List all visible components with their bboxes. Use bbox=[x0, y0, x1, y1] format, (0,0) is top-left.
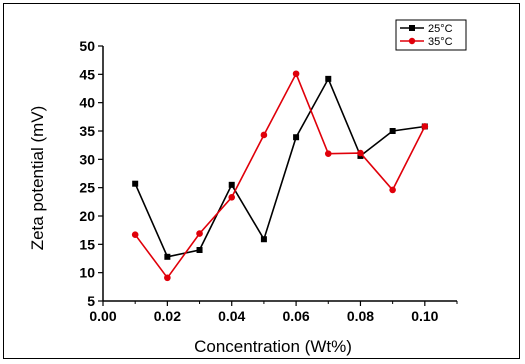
data-point bbox=[228, 181, 235, 188]
legend: 25°C35°C bbox=[395, 19, 467, 51]
y-tick-label: 35 bbox=[79, 123, 95, 139]
data-point bbox=[260, 236, 267, 243]
data-point bbox=[357, 149, 364, 157]
data-point bbox=[164, 274, 171, 282]
x-tick-label: 0.10 bbox=[411, 308, 438, 324]
x-tick-label: 0.02 bbox=[154, 308, 181, 324]
data-point bbox=[196, 230, 203, 237]
y-tick-label: 40 bbox=[79, 95, 95, 111]
series-layer bbox=[131, 70, 429, 282]
data-point bbox=[164, 253, 171, 260]
legend-marker bbox=[409, 25, 415, 31]
legend-box bbox=[395, 19, 467, 51]
data-point bbox=[324, 150, 332, 157]
y-tick-label: 5 bbox=[87, 293, 95, 309]
data-point bbox=[389, 128, 396, 134]
y-tick-label: 30 bbox=[79, 151, 95, 167]
y-tick-label: 10 bbox=[79, 265, 95, 281]
y-tick-label: 50 bbox=[79, 38, 95, 54]
data-point bbox=[131, 231, 139, 238]
y-tick-label: 20 bbox=[79, 208, 95, 224]
legend-label: 35°C bbox=[428, 36, 453, 48]
series-line-1 bbox=[134, 77, 425, 258]
data-point bbox=[325, 75, 332, 82]
series-line-2 bbox=[134, 71, 426, 280]
data-point bbox=[132, 180, 139, 187]
legend-label: 25°C bbox=[428, 23, 453, 35]
x-tick-label: 0.08 bbox=[347, 308, 374, 324]
data-point bbox=[421, 123, 429, 130]
x-axis-title: Concentration (Wt%) bbox=[194, 337, 352, 356]
data-point bbox=[260, 131, 268, 139]
data-point bbox=[292, 70, 300, 78]
chart-frame bbox=[3, 3, 520, 359]
data-point bbox=[389, 186, 396, 194]
axes: 0.00 0.02 0.04 0.06 0.08 0.10 5 10 15 20 25 30 35 40 4… bbox=[79, 38, 458, 324]
y-tick-label: 45 bbox=[79, 66, 95, 82]
series-2 bbox=[131, 70, 429, 282]
y-tick-label: 25 bbox=[79, 180, 95, 196]
legend-marker bbox=[408, 37, 416, 45]
y-tick-label: 15 bbox=[79, 236, 95, 252]
x-tick-label: 0.00 bbox=[89, 308, 116, 324]
data-point bbox=[293, 134, 300, 141]
x-tick-label: 0.06 bbox=[282, 308, 309, 324]
data-point bbox=[228, 194, 236, 201]
y-axis-title: Zeta potential (mV) bbox=[28, 106, 47, 251]
data-point bbox=[196, 247, 203, 253]
x-tick-label: 0.04 bbox=[218, 308, 245, 324]
